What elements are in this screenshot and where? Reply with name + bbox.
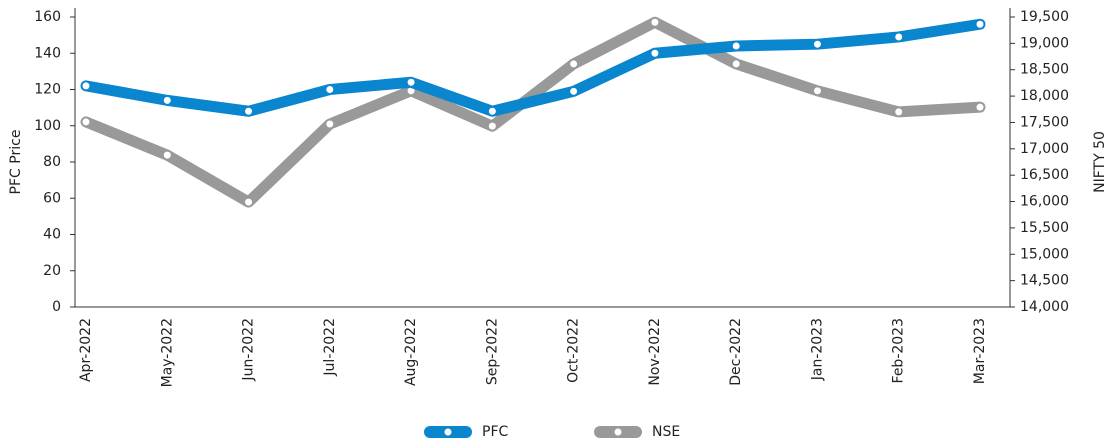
y-tick-label: 120 [34,82,61,98]
x-tick-label: Jan-2023 [809,318,825,381]
point-marker [245,108,252,115]
y-tick-label: 140 [34,45,61,61]
y2-tick-label: 17,000 [1020,141,1069,157]
y-axis-title: PFC Price [8,130,24,195]
x-tick-label: Jul-2022 [322,318,338,377]
point-marker [977,21,984,28]
x-tick-label: Apr-2022 [78,318,94,382]
point-marker [895,33,902,40]
x-tick-label: Sep-2022 [484,318,500,385]
y2-tick-label: 14,500 [1020,273,1069,289]
legend-label: PFC [482,424,508,440]
point-marker [651,50,658,57]
y2-tick-label: 14,000 [1020,299,1069,315]
y2-tick-label: 19,000 [1020,35,1069,51]
point-marker [814,87,821,94]
point-marker [733,43,740,50]
y-tick-label: 100 [34,118,61,134]
point-marker [895,108,902,115]
legend-label: NSE [652,424,680,440]
point-marker [326,86,333,93]
x-tick-label: May-2022 [159,318,175,387]
point-marker [245,199,252,206]
point-marker [83,118,90,125]
y-tick-label: 80 [43,154,61,170]
legend-marker [445,429,452,436]
x-tick-label: Aug-2022 [403,318,419,386]
point-marker [977,104,984,111]
y2-tick-label: 18,000 [1020,88,1069,104]
point-marker [733,60,740,67]
y-tick-label: 20 [43,263,61,279]
point-marker [164,97,171,104]
x-tick-label: Mar-2023 [972,318,988,384]
point-marker [164,152,171,159]
y2-tick-label: 18,500 [1020,62,1069,78]
point-marker [651,19,658,26]
x-tick-label: Oct-2022 [566,318,582,383]
y-tick-label: 160 [34,9,61,25]
y2-tick-label: 15,000 [1020,246,1069,262]
y2-tick-label: 15,500 [1020,220,1069,236]
y-tick-label: 60 [43,190,61,206]
y-tick-label: 40 [43,227,61,243]
point-marker [814,41,821,48]
y2-tick-label: 16,500 [1020,167,1069,183]
x-tick-label: Dec-2022 [728,318,744,386]
point-marker [570,60,577,67]
y2-tick-label: 19,500 [1020,9,1069,25]
point-marker [489,108,496,115]
point-marker [489,123,496,130]
y2-tick-label: 16,000 [1020,194,1069,210]
legend-marker [615,429,622,436]
y2-tick-label: 17,500 [1020,114,1069,130]
point-marker [83,82,90,89]
x-tick-label: Feb-2023 [891,318,907,383]
x-tick-label: Nov-2022 [647,318,663,386]
y2-axis-title: NIFTY 50 [1092,131,1108,193]
chart: PFC Price NIFTY 50 0 20 40 60 80 100 120 140 160… [0,0,1115,444]
y-tick-label: 0 [52,299,61,315]
point-marker [326,121,333,128]
point-marker [570,88,577,95]
x-tick-label: Jun-2022 [241,318,257,382]
point-marker [408,79,415,86]
